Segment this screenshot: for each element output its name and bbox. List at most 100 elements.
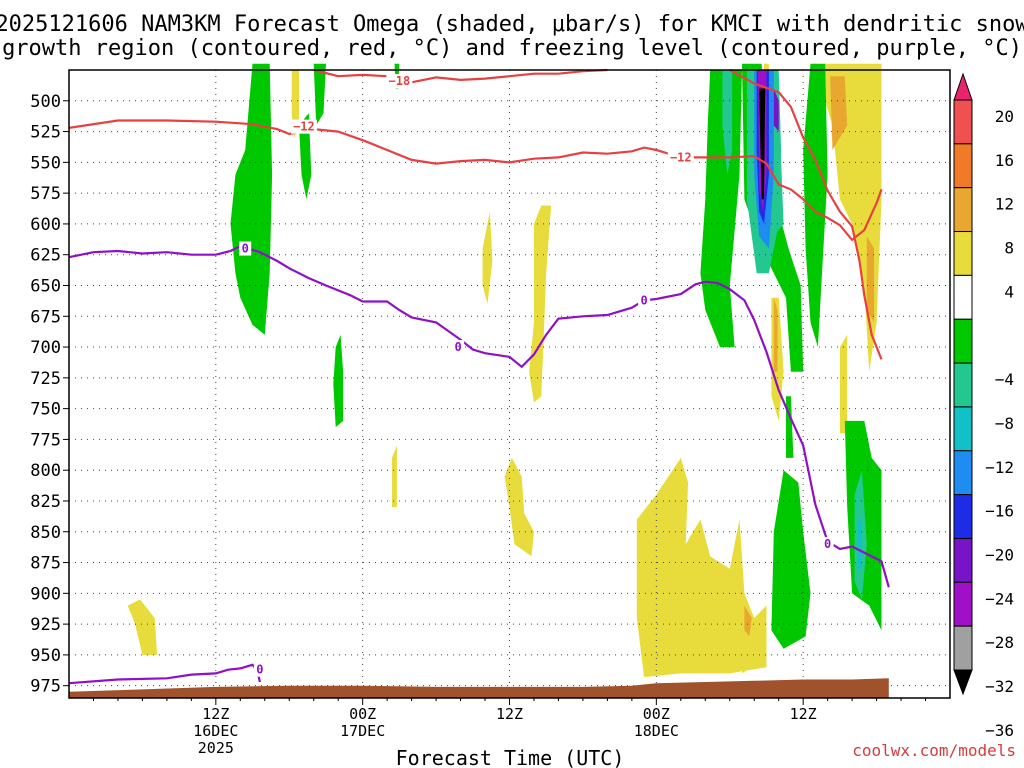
contour-label-bg [290,119,317,134]
dgz-contour-right [729,69,883,360]
credit-text: coolwx.com/models [852,741,1016,760]
x-tick-label: 12Z [790,705,817,723]
red-contour-label: −12 [670,150,692,164]
x-tick-label: 12Z [202,705,229,723]
colorbar-label: −8 [995,414,1014,433]
omega-blob [127,599,158,655]
colorbar-label: 4 [1004,282,1014,301]
terrain [69,678,889,698]
y-tick-label: 825 [30,492,61,512]
purple-contour-label: 0 [242,242,249,256]
red-contour-label: −12 [293,120,315,134]
contour-label-bg [253,662,266,677]
colorbar-segment [953,537,973,583]
x-tick-label: 17DEC [340,722,385,740]
colorbar-segment [953,99,973,145]
y-tick-label: 500 [30,92,61,112]
y-tick-label: 900 [30,584,61,604]
x-tick-label: 12Z [496,705,523,723]
omega-blob [839,334,848,434]
colorbar-segment [953,318,973,364]
colorbar-top-arrow [953,72,973,101]
y-tick-label: 675 [30,307,61,327]
omega-shading [127,63,882,678]
contours: −18 −12 −12 0 0 0 0 0 [68,68,890,685]
y-tick-label: 975 [30,677,61,697]
omega-blob [482,211,493,304]
y-tick-label: 575 [30,184,61,204]
y-tick-label: 700 [30,338,61,358]
y-tick-label: 850 [30,523,61,543]
contour-label-bg [452,340,465,355]
y-tick-label: 550 [30,153,61,173]
colorbar-label: −28 [985,633,1014,652]
y-tick-label: 525 [30,123,61,143]
colorbar-label: −32 [985,677,1014,696]
colorbar: 20 16 12 8 4 −4 −8 −12 −16 −20 −24 −28 −32 −36 [953,72,1014,740]
colorbar-segment [953,450,973,496]
omega-blob [857,519,862,569]
contour-label-bg [386,74,413,89]
colorbar-segment [953,494,973,539]
ground-terrain [69,678,889,698]
x-tick-label: 00Z [349,705,376,723]
omega-blob [866,236,875,323]
contour-label-bg [239,241,252,256]
colorbar-segment [953,187,973,233]
x-axis-label: Forecast Time (UTC) [396,746,625,768]
chart-title-line1: 2025121606 NAM3KM Forecast Omega (shaded… [0,12,1024,37]
contour-label-bg [821,537,834,552]
colorbar-label: 20 [995,107,1014,126]
y-axis: 500 525 550 575 600 625 650 675 700 725 750 775 800 8… [30,92,69,697]
contour-label-bg [638,293,651,308]
colorbar-label: −4 [995,370,1014,389]
colorbar-label: 12 [995,195,1014,214]
omega-blob [759,88,766,200]
omega-blob [803,63,828,348]
colorbar-segment [953,581,973,627]
omega-blob [636,457,767,678]
omega-blob [773,297,778,372]
omega-blob [299,113,312,200]
omega-blob [773,88,779,132]
y-tick-label: 650 [30,276,61,296]
y-tick-label: 800 [30,461,61,481]
colorbar-label: −36 [985,721,1014,740]
colorbar-bottom-arrow [953,669,973,696]
x-tick-label: 2025 [198,739,234,757]
contour-label-bg [667,150,694,165]
x-tick-label: 18DEC [634,722,679,740]
omega-blob [830,76,848,150]
colorbar-segment [953,362,973,408]
colorbar-segment [953,625,973,671]
dgz-contour-neg18 [313,68,608,84]
plot-area: −18 −12 −12 0 0 0 0 0 [68,63,951,699]
y-tick-label: 600 [30,215,61,235]
omega-blob [504,457,534,557]
y-tick-label: 875 [30,554,61,574]
colorbar-label: 8 [1004,239,1014,258]
y-tick-label: 750 [30,400,61,420]
purple-contour-label: 0 [454,340,461,354]
y-tick-label: 625 [30,246,61,266]
omega-blob [313,63,326,126]
omega-blob [722,70,733,175]
omega-blob [744,605,752,637]
colorbar-label: 16 [995,151,1014,170]
y-tick-label: 775 [30,430,61,450]
colorbar-label: −12 [985,458,1014,477]
chart-title-line2: growth region (contoured, red, °C) and f… [2,36,1022,61]
colorbar-label: −20 [985,545,1014,564]
omega-blob [771,470,811,649]
purple-contour-label: 0 [640,293,647,307]
colorbar-label: −16 [985,502,1014,521]
x-tick-label: 00Z [643,705,670,723]
colorbar-segment [953,406,973,452]
omega-blob [392,445,397,508]
colorbar-segment [953,274,973,320]
colorbar-label: −24 [985,589,1014,608]
red-contour-label: −18 [389,74,411,88]
omega-blob [333,334,344,428]
